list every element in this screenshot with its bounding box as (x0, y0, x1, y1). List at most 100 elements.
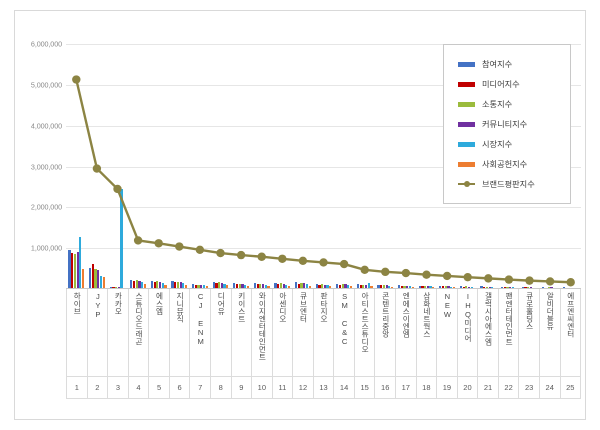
bar (141, 282, 144, 289)
bar (400, 285, 403, 289)
bar (132, 281, 136, 289)
legend-label: 브랜드평판지수 (482, 180, 535, 189)
category-label-cell: 키이스트 (230, 289, 252, 377)
category-label-cell: 스튜디오드래곤 (127, 289, 149, 377)
rank-label: 10 (251, 377, 272, 399)
legend-label: 소통지수 (482, 100, 513, 109)
legend-item[interactable]: 사회공헌지수 (458, 154, 570, 174)
bar (138, 280, 141, 289)
legend-item[interactable]: 시장지수 (458, 134, 570, 154)
bar (406, 285, 409, 289)
category-label: 에프엔씨엔터 (566, 292, 576, 338)
bar (380, 285, 383, 289)
bar-group (87, 44, 108, 289)
legend-item[interactable]: 참여지수 (458, 54, 570, 74)
rank-axis-labels: 1 2 3 4 5 6 7 8 9 10 11 12 13 14 15 16 17 18 19 20 21 22 23 24 2… (66, 377, 582, 399)
bar (156, 281, 159, 289)
legend-item[interactable]: 소통지수 (458, 94, 570, 114)
bar (303, 283, 306, 289)
bar-group (148, 44, 169, 289)
bar (385, 285, 388, 289)
y-axis-tick-label: 1,000,000 (30, 243, 62, 253)
bar (483, 286, 486, 289)
rank-label: 17 (395, 377, 416, 399)
bar (176, 282, 180, 289)
bar (450, 286, 453, 289)
bar (277, 283, 280, 289)
rank-label: 21 (477, 377, 498, 399)
bar-group (293, 44, 314, 289)
bar (202, 285, 206, 289)
legend-item[interactable]: 커뮤니티지수 (458, 114, 570, 134)
rank-label: 13 (312, 377, 334, 399)
legend-item[interactable]: 브랜드평판지수 (458, 174, 570, 194)
category-label-cell: 카카오 (107, 289, 128, 377)
bar (459, 286, 462, 289)
rank-label: 20 (456, 377, 478, 399)
x-axis-baseline (66, 288, 581, 289)
y-axis-tick-label: 3,000,000 (30, 162, 62, 171)
bar (73, 253, 77, 289)
category-label-cell: 하이브 (66, 289, 87, 377)
bar (135, 280, 138, 289)
y-axis-tick-label: 6,000,000 (30, 39, 62, 49)
rank-label: 8 (209, 377, 231, 399)
bar (418, 285, 421, 289)
bar (194, 284, 197, 289)
category-label-cell: 갤럭시아에스엠 (477, 289, 498, 377)
bar-group (334, 44, 355, 289)
category-label-cell: 디어유 (209, 289, 231, 377)
category-label: 키이스트 (237, 292, 247, 323)
category-label: 카카오 (113, 292, 123, 315)
category-label-cell: 팬엔터테인먼트 (497, 289, 519, 377)
rank-label: 1 (66, 377, 87, 399)
category-label: 엔에스이엔엠 (401, 292, 411, 338)
category-label: 갤럭시아에스엠 (484, 292, 494, 346)
bar-group (210, 44, 231, 289)
bar (215, 282, 218, 289)
rank-label: 23 (518, 377, 539, 399)
bar (241, 283, 244, 289)
category-label-cell: 에스엠 (148, 289, 169, 377)
bar (403, 285, 406, 289)
rank-label: 25 (559, 377, 582, 399)
category-label-cell: 큐로홀딩스 (518, 289, 539, 377)
rank-label: 6 (168, 377, 190, 399)
bar (367, 283, 370, 289)
bar (462, 286, 465, 289)
legend-swatch-icon (458, 101, 475, 107)
bar (185, 284, 188, 289)
bar (112, 286, 115, 289)
bar (295, 282, 298, 289)
rank-label: 9 (230, 377, 252, 399)
category-label: 아티스트스튜디오 (360, 292, 370, 353)
bar (71, 253, 74, 289)
bar (488, 286, 491, 289)
bar (485, 286, 489, 289)
rank-label: 3 (107, 377, 128, 399)
category-label-cell: 콘텐트리중앙 (374, 289, 395, 377)
category-label: 삼화네트웍스 (422, 292, 432, 338)
bar (218, 282, 221, 289)
bar (338, 284, 342, 289)
legend-swatch-icon (458, 161, 475, 167)
bar (261, 284, 265, 289)
category-label: NEW (442, 292, 452, 319)
bar (233, 283, 236, 289)
bar (424, 285, 427, 289)
category-label-cell: NEW (436, 289, 457, 377)
bar (429, 286, 432, 289)
bar (391, 286, 394, 289)
category-label: 큐브엔터 (298, 292, 308, 323)
bar (253, 283, 256, 289)
rank-label: 19 (436, 377, 457, 399)
bar (344, 284, 347, 289)
legend-item[interactable]: 미디어지수 (458, 74, 570, 94)
bar (465, 286, 468, 289)
bar (470, 286, 473, 289)
bar (467, 286, 471, 289)
bar (179, 282, 182, 289)
rank-label: 5 (148, 377, 169, 399)
category-label: 팬엔터테인먼트 (504, 292, 514, 346)
category-label-cell: 아티스트스튜디오 (353, 289, 375, 377)
